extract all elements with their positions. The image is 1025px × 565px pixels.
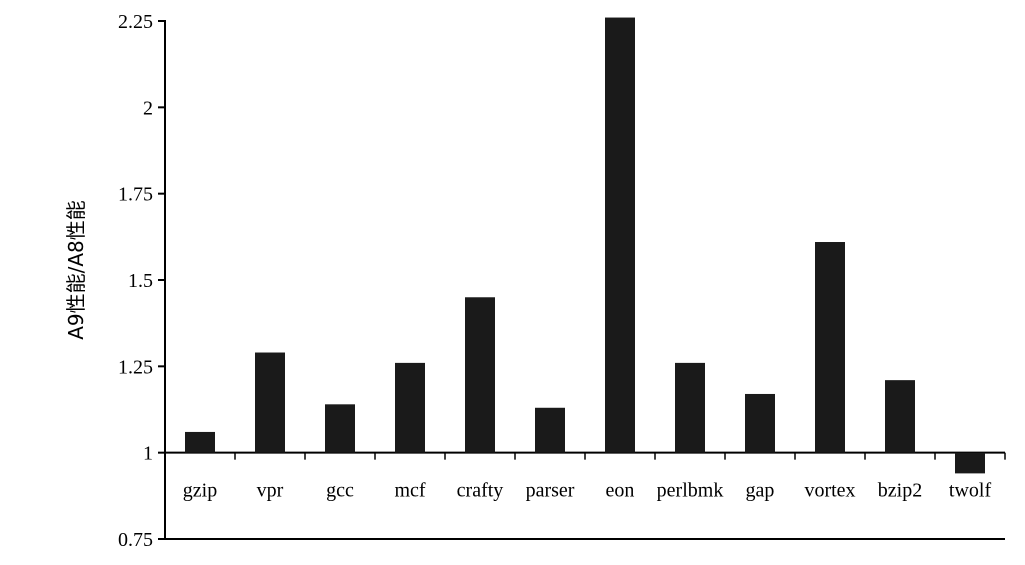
bar bbox=[885, 380, 915, 453]
plot-area: 0.75 1 1.25 1.5 1.75 2 2.25 gzip vpr gcc mcf crafty… bbox=[118, 11, 1006, 551]
bar bbox=[955, 452, 985, 474]
y-axis-title: A9性能/A8性能 bbox=[64, 200, 88, 340]
bar bbox=[605, 17, 635, 453]
x-tick-label: crafty bbox=[457, 480, 504, 502]
x-tick-label: vpr bbox=[257, 480, 284, 502]
bar bbox=[675, 362, 705, 453]
x-tick-label: perlbmk bbox=[657, 480, 724, 502]
bar bbox=[535, 407, 565, 453]
bar bbox=[325, 404, 355, 453]
x-tick-label: gcc bbox=[326, 480, 354, 502]
x-tick-label: eon bbox=[606, 480, 635, 502]
y-tick-label: 1.25 bbox=[118, 356, 153, 378]
bar bbox=[185, 431, 215, 453]
y-tick-label: 0.75 bbox=[118, 529, 153, 551]
bar bbox=[465, 297, 495, 453]
x-tick-label: parser bbox=[526, 480, 575, 502]
bar bbox=[815, 242, 845, 453]
bar bbox=[395, 362, 425, 453]
x-tick-label: gzip bbox=[183, 480, 217, 502]
y-tick-label: 1 bbox=[143, 443, 153, 465]
x-tick-label: bzip2 bbox=[878, 480, 922, 502]
x-tick-label: twolf bbox=[949, 480, 992, 502]
y-tick-label: 1.75 bbox=[118, 184, 153, 206]
y-tick-label: 2.25 bbox=[118, 11, 153, 33]
y-tick-label: 1.5 bbox=[128, 270, 153, 292]
y-tick-label: 2 bbox=[143, 97, 153, 119]
x-tick-label: vortex bbox=[804, 480, 855, 502]
x-tick-label: mcf bbox=[394, 480, 425, 502]
bar bbox=[745, 393, 775, 453]
x-tick-label: gap bbox=[746, 480, 775, 502]
bar bbox=[255, 352, 285, 453]
